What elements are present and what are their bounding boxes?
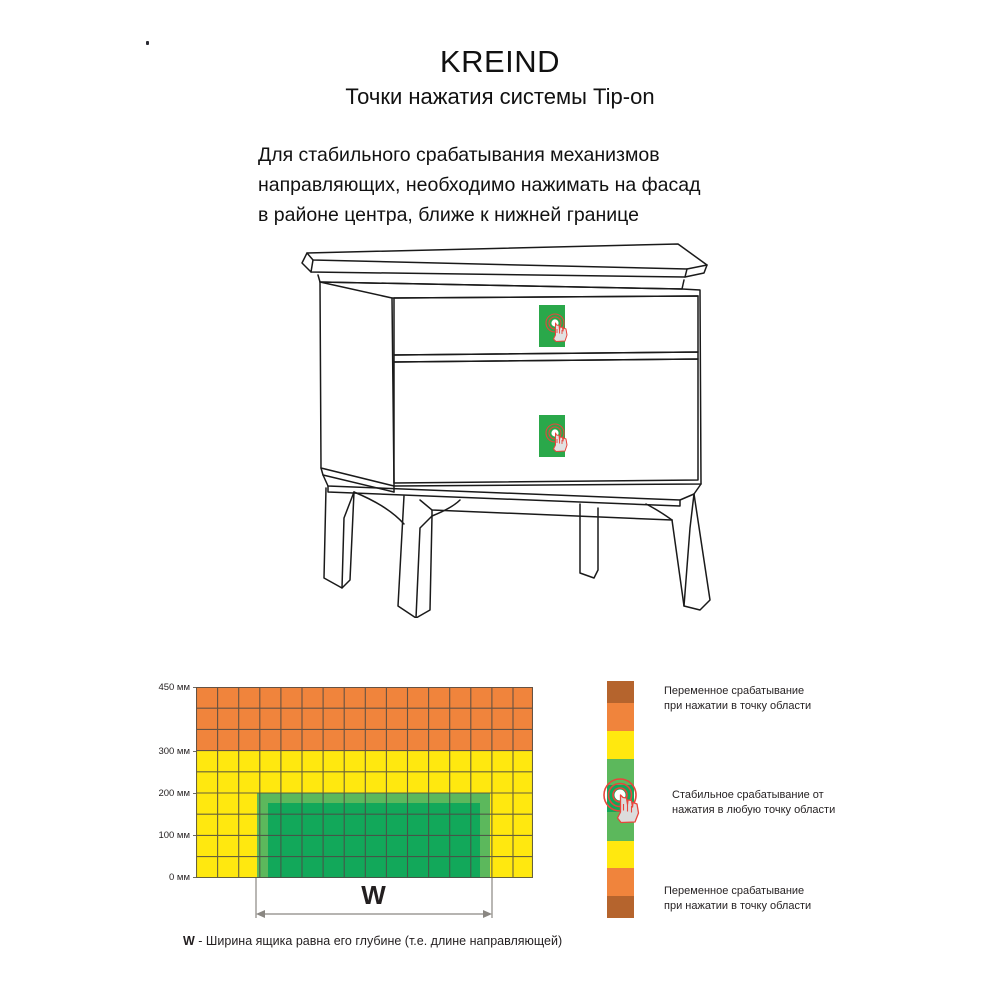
grid-lines: [196, 687, 533, 878]
legend: Переменное срабатывание при нажатии в то…: [603, 681, 907, 921]
legend-item-variable-bottom-line1: Переменное срабатывание: [664, 885, 805, 897]
legend-item-variable-top-line2: при нажатии в точку области: [664, 700, 812, 712]
legend-band-brown-top: [607, 681, 634, 703]
w-arrow-svg: [255, 878, 493, 918]
tap-hand-icon: [545, 423, 568, 452]
y-tick-label-450: 450 мм: [158, 682, 190, 693]
legend-band-orange-bottom: [607, 868, 634, 896]
legend-band-brown-bottom: [607, 896, 634, 918]
zone-variable-upper: [196, 687, 533, 751]
caption-symbol: W: [183, 934, 195, 948]
caption-text: Ширина ящика равна его глубине (т.е. дли…: [205, 934, 563, 948]
legend-item-variable-top: Переменное срабатывание при нажатии в то…: [664, 684, 811, 714]
intro-line-1: Для стабильного срабатывания механизмов: [258, 144, 660, 166]
intro-paragraph: Для стабильного срабатывания механизмов …: [258, 140, 778, 230]
corner-artifact-dot: [146, 41, 149, 45]
dimension-label-w: W: [361, 880, 387, 910]
legend-item-stable-line1: Стабильное срабатывание от: [672, 789, 824, 801]
page-title: KREIND: [439, 44, 561, 79]
y-tick-label-100: 100 мм: [158, 830, 190, 841]
page-subtitle: Точки нажатия системы Tip-on: [345, 84, 655, 109]
nightstand-drawing: [301, 243, 711, 618]
nightstand-illustration: [280, 228, 720, 618]
intro-line-3: в районе центра, ближе к нижней границе: [258, 204, 639, 226]
legend-band-orange-top: [607, 703, 634, 731]
intro-line-2: направляющих, необходимо нажимать на фас…: [258, 174, 701, 196]
zone-stable-core: [268, 803, 480, 878]
y-tick-label-200: 200 мм: [158, 788, 190, 799]
tap-hand-icon: [545, 313, 568, 342]
legend-band-yellow-bottom: [607, 841, 634, 868]
y-tick-label-300: 300 мм: [158, 746, 190, 757]
heatmap-plot: [196, 687, 533, 878]
top-drawer-press-point[interactable]: [539, 305, 568, 347]
caption-separator: -: [194, 934, 206, 948]
y-tick-label-0: 0 мм: [169, 872, 190, 883]
header: KREIND Точки нажатия системы Tip-on: [0, 44, 1000, 112]
bottom-drawer-press-point[interactable]: [539, 415, 568, 457]
legend-item-stable-line2: нажатия в любую точку области: [672, 804, 836, 816]
tap-hand-icon: [603, 778, 640, 824]
chart-caption: W - Ширина ящика равна его глубине (т.е.…: [183, 934, 562, 948]
legend-item-stable: Стабильное срабатывание от нажатия в люб…: [672, 788, 835, 818]
legend-item-variable-top-line1: Переменное срабатывание: [664, 685, 805, 697]
dimension-arrow-w: [255, 878, 493, 928]
legend-item-variable-bottom-line2: при нажатии в точку области: [664, 900, 812, 912]
legend-item-variable-bottom: Переменное срабатывание при нажатии в то…: [664, 884, 811, 914]
legend-band-yellow-top: [607, 731, 634, 759]
